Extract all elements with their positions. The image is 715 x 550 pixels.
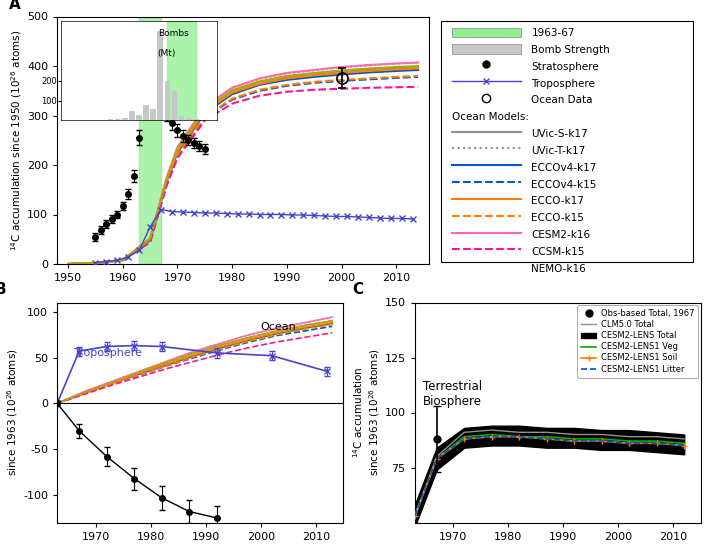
Text: Bomb Strength: Bomb Strength (531, 45, 610, 55)
Legend: Obs-based Total, 1967, CLM5.0 Total, CESM2-LENS Total, CESM2-LENS1 Veg, CESM2-LE: Obs-based Total, 1967, CLM5.0 Total, CES… (577, 305, 699, 378)
Text: Stratosphere: Stratosphere (531, 62, 599, 72)
Text: UVic-S-k17: UVic-S-k17 (531, 129, 588, 139)
FancyBboxPatch shape (441, 21, 693, 261)
Bar (452, 28, 521, 37)
Text: 1963-67: 1963-67 (531, 28, 575, 38)
Text: ECCOv4-k15: ECCOv4-k15 (531, 180, 597, 190)
Text: A: A (9, 0, 21, 12)
Y-axis label: $^{14}$C accumulation
since 1963 (10$^{26}$ atoms): $^{14}$C accumulation since 1963 (10$^{2… (0, 349, 21, 476)
Text: B: B (0, 282, 6, 296)
Text: Ocean Models:: Ocean Models: (452, 112, 529, 122)
Text: ECCOv4-k17: ECCOv4-k17 (531, 163, 597, 173)
Text: NEMO-k16: NEMO-k16 (531, 264, 586, 274)
Text: Troposphere: Troposphere (531, 79, 596, 89)
Y-axis label: $^{14}$C accumulation since 1950 (10$^{26}$ atoms): $^{14}$C accumulation since 1950 (10$^{2… (9, 30, 24, 251)
Text: Ocean Data: Ocean Data (531, 96, 593, 106)
Bar (452, 45, 521, 54)
Bar (139, 16, 161, 264)
Text: Ocean: Ocean (261, 322, 297, 332)
Y-axis label: $^{14}$C accumulation
since 1963 (10$^{26}$ atoms): $^{14}$C accumulation since 1963 (10$^{2… (351, 349, 382, 476)
Text: Troposphere: Troposphere (74, 348, 142, 358)
Text: UVic-T-k17: UVic-T-k17 (531, 146, 586, 156)
Text: CESM2-k16: CESM2-k16 (531, 230, 591, 240)
Text: CCSM-k15: CCSM-k15 (531, 247, 585, 257)
Text: ECCO-k15: ECCO-k15 (531, 213, 584, 223)
Text: Terrestrial
Biosphere: Terrestrial Biosphere (423, 379, 483, 408)
Text: C: C (352, 282, 363, 296)
Text: ECCO-k17: ECCO-k17 (531, 196, 584, 206)
